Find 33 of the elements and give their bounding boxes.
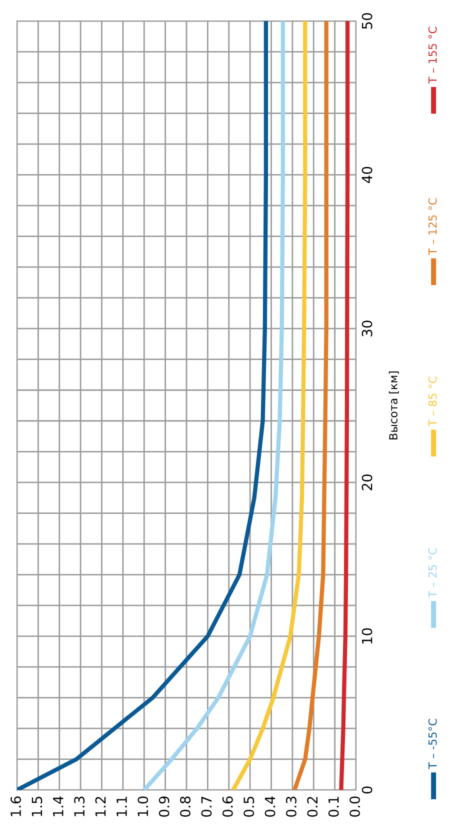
text: T – 155 °C <box>428 26 437 84</box>
y-tick-label: 50 <box>362 13 372 29</box>
y-tick-label: 30 <box>362 320 372 336</box>
y-axis-title: Высота [км] <box>388 372 399 440</box>
x-tick-label: 0.4 <box>264 796 276 817</box>
y-tick-label: 40 <box>362 166 372 183</box>
x-tick-label: 1.3 <box>74 796 85 816</box>
x-tick-label: 1.4 <box>53 796 64 816</box>
y-tick-label: 20 <box>362 474 372 490</box>
line-series <box>292 21 328 790</box>
x-tick-label: 1.6 <box>10 796 22 816</box>
x-tick-label: 0.0 <box>350 796 360 817</box>
text: T – 125 °C <box>428 198 437 256</box>
x-tick-label: 1.5 <box>32 796 42 816</box>
x-tick-label: 0.8 <box>180 796 191 817</box>
x-tick-label: 0.1 <box>328 796 339 817</box>
text: T – 25 °C <box>428 548 437 598</box>
x-tick-label: 1.0 <box>138 796 148 816</box>
x-tick-label: 0.6 <box>222 796 233 817</box>
x-tick-label: 0.9 <box>158 796 170 817</box>
x-tick-label: 0.5 <box>244 796 254 817</box>
line-series <box>142 21 285 790</box>
x-tick-label: 1.2 <box>95 796 106 816</box>
line-series <box>231 21 308 790</box>
text: T – 85 °C <box>428 376 437 426</box>
y-tick-label: 0 <box>362 786 372 794</box>
line-series <box>339 21 350 790</box>
x-tick-label: 0.2 <box>307 796 318 817</box>
x-tick-label: 0.3 <box>286 796 296 817</box>
x-tick-label: 0.7 <box>201 796 212 817</box>
text: T – -55°C <box>428 718 437 770</box>
y-tick-label: 10 <box>362 628 372 644</box>
x-tick-label: 1.1 <box>116 796 127 816</box>
